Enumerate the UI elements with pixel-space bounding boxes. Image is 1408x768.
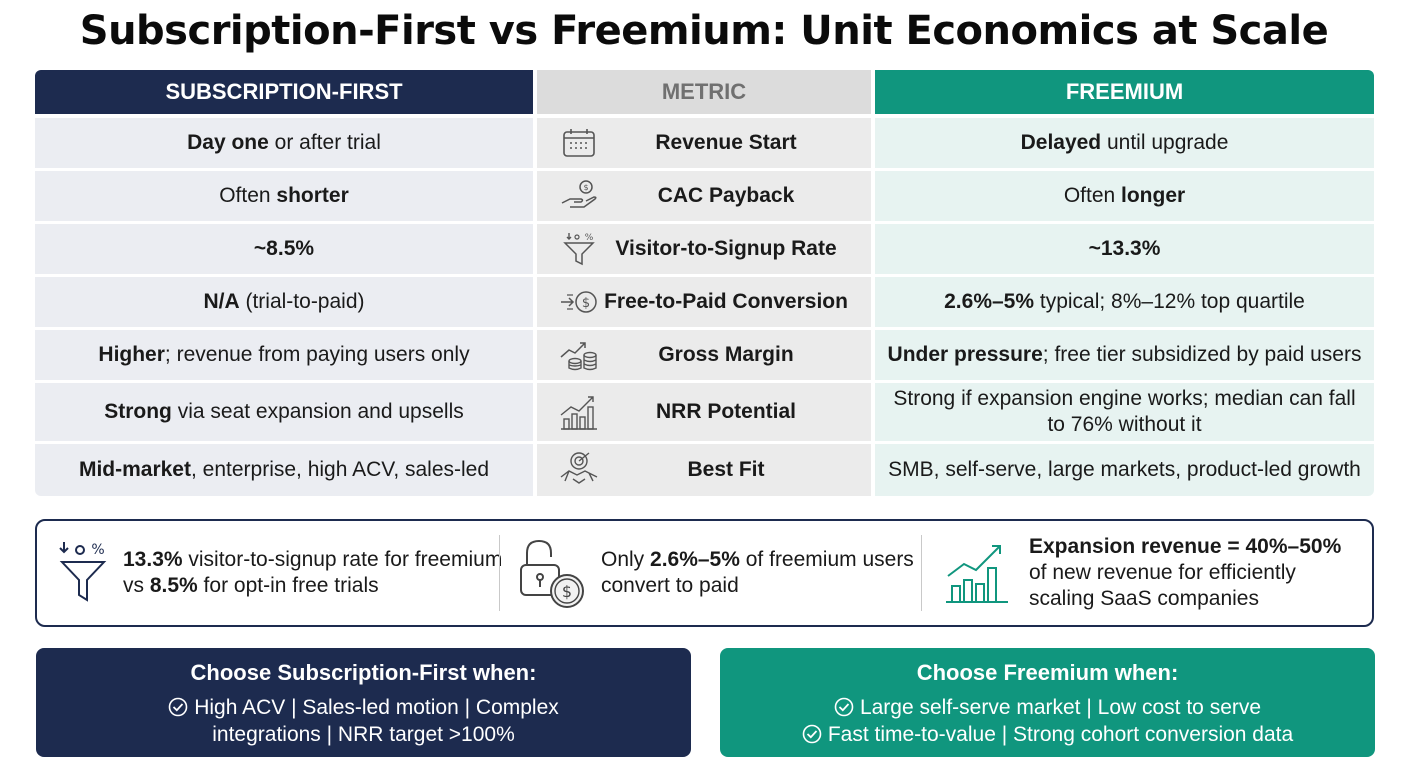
choose-freemium-box: Choose Freemium when: Large self-serve m… — [720, 648, 1375, 757]
svg-text:$: $ — [582, 296, 590, 311]
metric-cell: Best Fit — [537, 444, 871, 496]
divider — [921, 535, 922, 611]
choose-freemium-line: Fast time-to-value | Strong cohort conve… — [720, 721, 1375, 748]
stat-expansion-revenue: Expansion revenue = 40%–50% of new reven… — [943, 521, 1363, 625]
subscription-cell: Strong via seat expansion and upsells — [35, 383, 533, 441]
divider — [499, 535, 500, 611]
metric-cell: NRR Potential — [537, 383, 871, 441]
subscription-cell: N/A (trial-to-paid) — [35, 277, 533, 327]
metric-cell: Revenue Start — [537, 118, 871, 168]
metric-cell: Gross Margin — [537, 330, 871, 380]
choose-freemium-title: Choose Freemium when: — [916, 660, 1179, 685]
unlock-dollar-icon: $ — [517, 535, 587, 611]
header-metric: METRIC — [537, 70, 871, 114]
metric-cell: $ Free-to-Paid Conversion — [537, 277, 871, 327]
subscription-cell: ~8.5% — [35, 224, 533, 274]
header-freemium: FREEMIUM — [875, 70, 1374, 114]
freemium-cell: SMB, self-serve, large markets, product-… — [875, 444, 1374, 496]
table-row: N/A (trial-to-paid) $ Free-to-Paid Conve… — [35, 277, 1374, 327]
table-row: Often shorter $ CAC Payback Often longer — [35, 171, 1374, 221]
header-subscription-first: SUBSCRIPTION-FIRST — [35, 70, 533, 114]
subscription-cell: Mid-market, enterprise, high ACV, sales-… — [35, 444, 533, 496]
key-stats-panel: % 13.3% visitor-to-signup rate for freem… — [35, 519, 1374, 627]
freemium-cell: Under pressure; free tier subsidized by … — [875, 330, 1374, 380]
svg-text:$: $ — [583, 183, 588, 192]
check-circle-icon — [168, 697, 188, 717]
freemium-cell: ~13.3% — [875, 224, 1374, 274]
page-title: Subscription-First vs Freemium: Unit Eco… — [79, 8, 1329, 54]
metric-cell: $ CAC Payback — [537, 171, 871, 221]
check-circle-icon — [834, 697, 854, 717]
subscription-cell: Day one or after trial — [35, 118, 533, 168]
svg-text:%: % — [585, 233, 594, 243]
subscription-cell: Higher; revenue from paying users only — [35, 330, 533, 380]
choose-subscription-first-box: Choose Subscription-First when: High ACV… — [36, 648, 691, 757]
choose-subscription-title: Choose Subscription-First when: — [190, 660, 537, 685]
svg-text:%: % — [91, 542, 104, 558]
coin-stack-icon — [559, 338, 599, 372]
conversion-arrow-icon: $ — [559, 285, 599, 319]
funnel-icon: % — [55, 538, 111, 608]
svg-text:$: $ — [562, 582, 572, 601]
choose-subscription-line: integrations | NRR target >100% — [212, 723, 515, 746]
table-row: Day one or after trial Revenue Start Del… — [35, 118, 1374, 168]
funnel-icon: % — [559, 232, 599, 266]
freemium-cell: 2.6%–5% typical; 8%–12% top quartile — [875, 277, 1374, 327]
choose-freemium-line: Large self-serve market | Low cost to se… — [720, 694, 1375, 721]
stat-signup-rate: % 13.3% visitor-to-signup rate for freem… — [55, 521, 505, 625]
check-circle-icon — [802, 724, 822, 744]
hand-coin-icon: $ — [559, 179, 599, 213]
target-handshake-icon — [559, 452, 599, 487]
freemium-cell: Often longer — [875, 171, 1374, 221]
table-row: Higher; revenue from paying users only G… — [35, 330, 1374, 380]
table-row: Strong via seat expansion and upsells NR… — [35, 383, 1374, 441]
growth-chart-icon — [943, 538, 1013, 608]
freemium-cell: Delayed until upgrade — [875, 118, 1374, 168]
growth-chart-icon — [559, 395, 599, 430]
subscription-cell: Often shorter — [35, 171, 533, 221]
stat-conversion: $ Only 2.6%–5% of freemium users convert… — [517, 521, 917, 625]
calendar-icon — [559, 126, 599, 160]
table-row: Mid-market, enterprise, high ACV, sales-… — [35, 444, 1374, 496]
table-row: ~8.5% % Visitor-to-Signup Rate ~13.3% — [35, 224, 1374, 274]
freemium-cell: Strong if expansion engine works; median… — [875, 383, 1374, 441]
metric-cell: % Visitor-to-Signup Rate — [537, 224, 871, 274]
choose-subscription-line: High ACV | Sales-led motion | Complex — [36, 694, 691, 721]
